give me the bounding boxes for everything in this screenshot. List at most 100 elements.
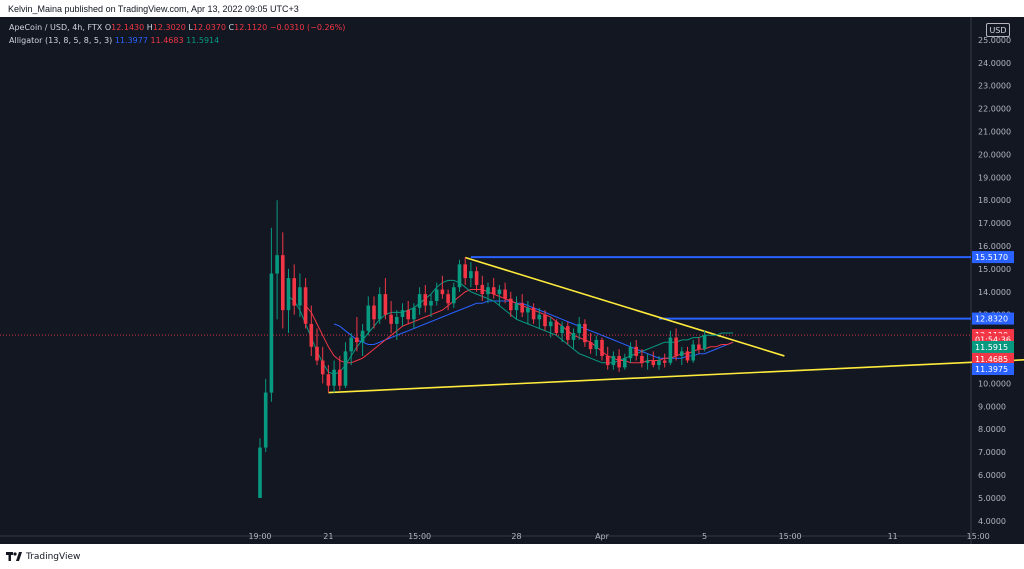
candle: [457, 259, 462, 292]
candle: [446, 289, 450, 311]
candle: [338, 355, 342, 391]
price-label-bg: [972, 363, 1014, 376]
candle-body: [600, 339, 604, 356]
candle-body: [366, 305, 371, 331]
candle-body: [383, 294, 388, 315]
y-tick-label: 18.0000: [978, 196, 1011, 205]
candle-body: [634, 346, 638, 356]
candle-body: [389, 314, 393, 324]
candle: [400, 303, 405, 327]
candle: [520, 294, 524, 318]
chart-area[interactable]: 4.0000 5.0000 6.0000 7.0000 8.0000 9.0000 10.0…: [0, 17, 1024, 544]
price-chart[interactable]: 4.0000 5.0000 6.0000 7.0000 8.0000 9.0000 10.0…: [0, 17, 1024, 544]
y-tick-label: 15.0000: [978, 265, 1011, 274]
candle: [697, 337, 701, 354]
candle-body: [497, 289, 502, 295]
y-tick-label: 7.0000: [978, 448, 1006, 457]
candle-body: [566, 326, 570, 340]
x-tick-label: 28: [511, 532, 521, 541]
candle: [577, 317, 581, 340]
candle-body: [474, 271, 479, 285]
candle: [548, 317, 553, 338]
candle: [662, 353, 667, 368]
candle-body: [657, 360, 661, 366]
candle: [360, 323, 365, 356]
candle-body: [520, 303, 524, 313]
candle: [309, 305, 314, 356]
candle: [303, 278, 308, 329]
candle: [594, 335, 599, 356]
candle-body: [691, 344, 695, 361]
candle: [491, 278, 496, 299]
candle: [423, 284, 428, 313]
candle: [395, 310, 399, 340]
candle: [531, 303, 536, 324]
candle-body: [560, 326, 564, 334]
symbol-name[interactable]: ApeCoin / USD, 4h, FTX: [9, 23, 103, 32]
candle: [657, 355, 661, 370]
candle-body: [303, 287, 308, 324]
price-label-text: 15.5170: [975, 253, 1008, 262]
tradingview-logo[interactable]: TradingView: [6, 551, 80, 563]
candle-body: [275, 255, 279, 274]
candle: [651, 351, 656, 368]
candle: [343, 342, 348, 389]
price-axis-label: 11.4685: [972, 352, 1014, 365]
candle: [571, 328, 576, 350]
high-value: 12.3020: [152, 23, 186, 32]
y-tick-label: 22.0000: [978, 105, 1011, 114]
alligator-teeth-line: [305, 289, 734, 364]
change-value: −0.0310 (−0.26%): [269, 23, 346, 32]
candle: [509, 291, 513, 318]
candle-body: [509, 298, 513, 311]
candle: [474, 266, 479, 292]
candle-body: [412, 307, 416, 320]
candle: [281, 232, 285, 329]
tradingview-logo-text: TradingView: [26, 552, 81, 562]
candle-body: [338, 369, 342, 386]
candle-body: [400, 310, 405, 318]
candle-body: [531, 307, 536, 320]
y-tick-label: 9.0000: [978, 402, 1006, 411]
candle: [429, 294, 433, 318]
open-value: 12.1430: [111, 23, 145, 32]
candle-body: [355, 337, 359, 343]
y-tick-label: 20.0000: [978, 150, 1011, 159]
currency-badge[interactable]: USD: [986, 23, 1010, 37]
candle: [298, 273, 302, 318]
candle-body: [286, 278, 291, 311]
candle-body: [309, 323, 314, 347]
candle-body: [463, 264, 467, 279]
x-tick-label: Apr: [595, 532, 610, 541]
candle-body: [554, 321, 559, 334]
candle: [263, 378, 268, 453]
y-tick-label: 19.0000: [978, 173, 1011, 182]
candle: [583, 319, 587, 347]
candle-body: [423, 294, 428, 306]
candle: [286, 268, 291, 334]
candle-body: [685, 351, 690, 361]
candle-body: [491, 287, 496, 295]
candle-body: [480, 284, 485, 295]
candle: [514, 296, 519, 320]
indicator-name[interactable]: Alligator (13, 8, 5, 8, 5, 3): [9, 36, 113, 45]
candle-body: [320, 360, 325, 375]
candle-body: [537, 314, 542, 320]
candle: [668, 330, 673, 366]
candle-body: [668, 337, 673, 363]
price-label-bg: [972, 340, 1014, 353]
candle: [440, 275, 445, 299]
candle: [452, 282, 456, 308]
candle-body: [571, 333, 576, 340]
candle-body: [457, 264, 462, 288]
price-axis-panel: [971, 17, 1024, 544]
candle-body: [702, 335, 707, 350]
y-tick-label: 21.0000: [978, 128, 1011, 137]
candle: [366, 296, 371, 336]
tradingview-logo-icon: [6, 552, 22, 561]
candle: [315, 328, 319, 366]
candle-body: [526, 307, 530, 313]
candle-body: [326, 374, 331, 386]
price-label-bg: [972, 312, 1014, 325]
candle: [588, 333, 593, 354]
